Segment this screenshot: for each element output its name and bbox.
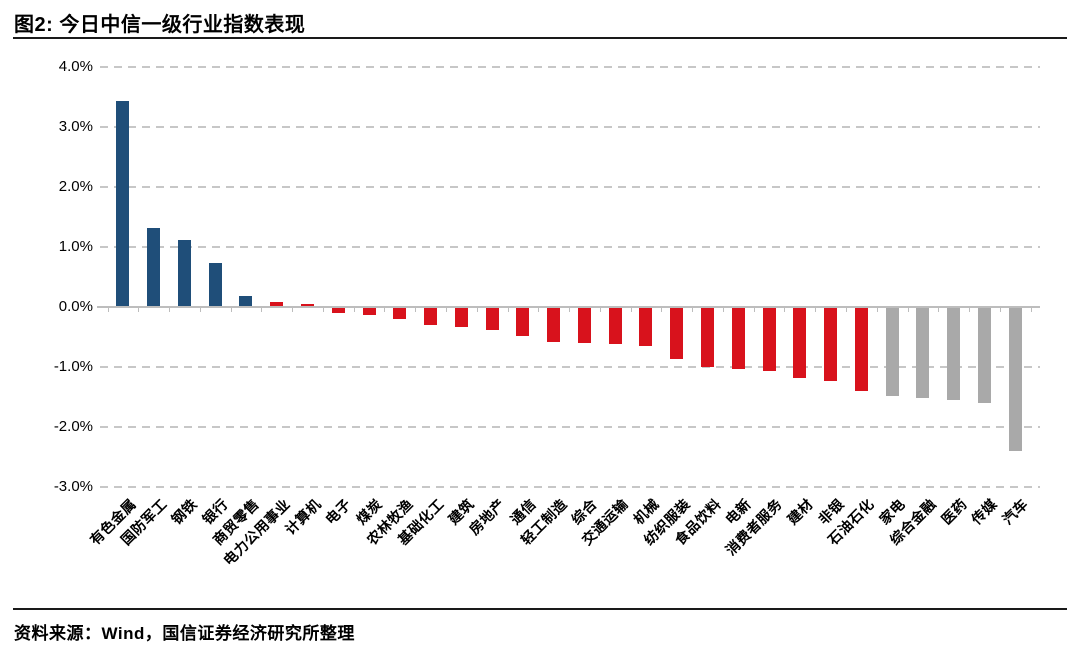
bar (1008, 308, 1022, 451)
y-axis-tick-label: 4.0% (58, 58, 93, 75)
bar (270, 302, 284, 306)
x-axis-line (97, 306, 1040, 308)
title-divider (13, 37, 1067, 39)
bar (547, 308, 561, 343)
axis-tick (538, 308, 540, 312)
axis-tick (969, 308, 971, 312)
gridline (100, 186, 1040, 188)
gridline (100, 426, 1040, 428)
bar (947, 308, 961, 400)
axis-tick (107, 308, 109, 312)
bar (824, 308, 838, 381)
axis-tick (876, 308, 878, 312)
axis-tick (1030, 308, 1032, 312)
y-axis-tick-label: 0.0% (58, 298, 93, 315)
axis-tick (384, 308, 386, 312)
bar (670, 308, 684, 359)
source-note: 资料来源：Wind，国信证券经济研究所整理 (14, 624, 355, 643)
gridline (100, 366, 1040, 368)
axis-tick (169, 308, 171, 312)
axis-tick (138, 308, 140, 312)
bar (793, 308, 807, 379)
bar (731, 308, 745, 370)
bar (639, 308, 653, 346)
bar (177, 240, 191, 306)
axis-tick (815, 308, 817, 312)
bar (577, 308, 591, 343)
axis-tick (845, 308, 847, 312)
axis-tick (661, 308, 663, 312)
axis-tick (692, 308, 694, 312)
bar (762, 308, 776, 371)
bar (516, 308, 530, 336)
axis-tick (999, 308, 1001, 312)
gridline (100, 126, 1040, 128)
axis-tick (907, 308, 909, 312)
bar (885, 308, 899, 397)
bar (362, 308, 376, 315)
bar (454, 308, 468, 327)
axis-tick (507, 308, 509, 312)
bar (393, 308, 407, 319)
gridline (100, 486, 1040, 488)
axis-tick (630, 308, 632, 312)
y-axis-tick-label: 1.0% (58, 238, 93, 255)
gridline (100, 246, 1040, 248)
axis-tick (292, 308, 294, 312)
gridline (100, 66, 1040, 68)
axis-tick (199, 308, 201, 312)
footer-divider (13, 608, 1067, 610)
y-axis-tick-label: 3.0% (58, 118, 93, 135)
axis-tick (722, 308, 724, 312)
bar (208, 263, 222, 306)
y-axis-tick-label: 2.0% (58, 178, 93, 195)
y-axis-tick-label: -2.0% (53, 418, 93, 435)
bar (424, 308, 438, 325)
axis-tick (353, 308, 355, 312)
axis-tick (415, 308, 417, 312)
y-axis-tick-label: -3.0% (53, 478, 93, 495)
bar (701, 308, 714, 367)
axis-tick (569, 308, 571, 312)
bar (854, 308, 868, 391)
axis-tick (261, 308, 263, 312)
axis-tick (445, 308, 447, 312)
bar (116, 100, 130, 306)
bar (239, 295, 253, 306)
bar (916, 308, 930, 398)
axis-tick (938, 308, 940, 312)
figure-title: 图2: 今日中信一级行业指数表现 (14, 14, 306, 36)
bar (485, 308, 499, 330)
axis-tick (230, 308, 232, 312)
axis-tick (322, 308, 324, 312)
bar-chart: 4.0% 3.0% 2.0% 1.0% 0.0% -1.0% -2.0% -3.0% 有色金属国… (53, 58, 1040, 569)
bar (977, 308, 991, 403)
y-axis-tick-label: -1.0% (53, 358, 93, 375)
bar (608, 308, 622, 344)
axis-tick (476, 308, 478, 312)
axis-tick (784, 308, 786, 312)
axis-tick (753, 308, 755, 312)
bar (301, 303, 314, 306)
bar (147, 228, 161, 306)
bar (331, 308, 345, 313)
axis-tick (599, 308, 601, 312)
